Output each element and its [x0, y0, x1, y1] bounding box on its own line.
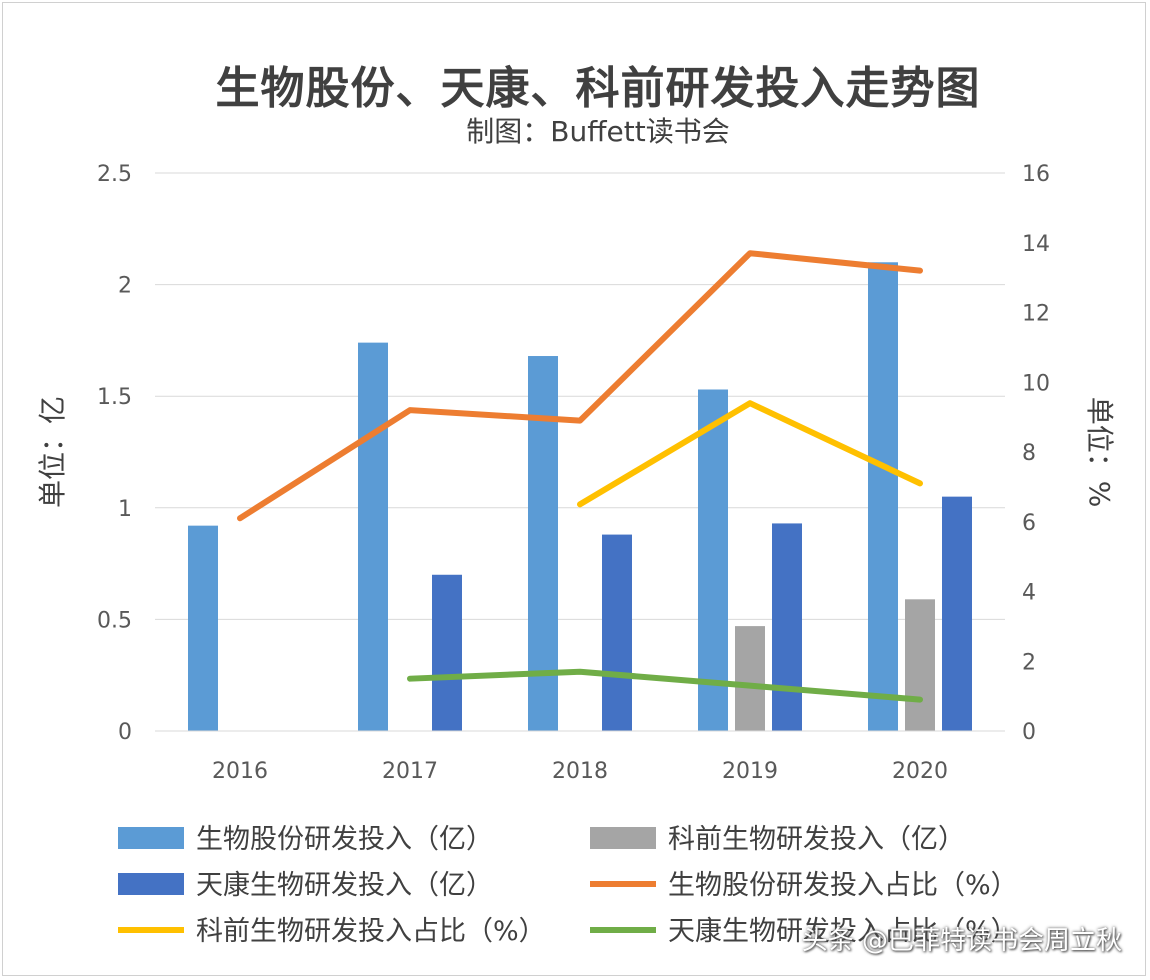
legend-label: 科前生物研发投入（亿）	[668, 824, 965, 855]
series-line	[577, 400, 923, 508]
bar	[868, 262, 898, 731]
bar	[432, 574, 462, 731]
legend-label: 天康生物研发投入（亿）	[196, 870, 493, 901]
y-right-tick-label: 16	[1022, 162, 1050, 187]
legend-label: 生物股份研发投入（亿）	[196, 824, 493, 855]
y-left-tick-label: 2	[118, 274, 132, 299]
chart-subtitle: 制图：Buffett读书会	[466, 115, 730, 148]
y-right-tick-label: 4	[1022, 581, 1036, 606]
y-right-tick-label: 8	[1022, 441, 1036, 466]
y-right-tick-label: 0	[1022, 720, 1036, 745]
bar	[188, 525, 218, 731]
legend-label: 科前生物研发投入占比（%）	[196, 916, 546, 947]
legend-label: 生物股份研发投入占比（%）	[668, 870, 1018, 901]
y-right-tick-label: 10	[1022, 371, 1050, 396]
legend-swatch	[590, 827, 656, 849]
x-tick-label: 2020	[892, 759, 948, 784]
y-right-tick-label: 14	[1022, 232, 1050, 257]
y-left-tick-label: 0.5	[97, 608, 132, 633]
y-right-tick-label: 2	[1022, 650, 1036, 675]
y-left-tick-label: 0	[118, 720, 132, 745]
legend-label: 天康生物研发投入占比（%）	[668, 916, 1018, 947]
x-tick-label: 2018	[552, 759, 608, 784]
bar	[735, 626, 765, 731]
y-left-tick-label: 1.5	[97, 385, 132, 410]
legend-swatch	[118, 873, 184, 895]
y-right-axis-label: 单位：%	[1083, 397, 1116, 508]
bar	[358, 342, 388, 731]
y-right-tick-label: 6	[1022, 511, 1036, 536]
x-tick-label: 2019	[722, 759, 778, 784]
y-left-tick-label: 1	[118, 497, 132, 522]
series-line	[407, 668, 923, 703]
legend-swatch	[118, 827, 184, 849]
bar	[905, 599, 935, 731]
bar	[602, 534, 632, 731]
bar	[698, 389, 728, 731]
bar	[772, 523, 802, 731]
y-right-tick-label: 12	[1022, 302, 1050, 327]
chart-title: 生物股份、天康、科前研发投入走势图	[215, 63, 981, 114]
series-line	[237, 250, 923, 522]
bar	[942, 496, 972, 731]
y-left-tick-label: 2.5	[97, 162, 132, 187]
watermark: 头条 @巴菲特读书会周立秋	[801, 926, 1122, 956]
x-tick-label: 2017	[382, 759, 438, 784]
x-tick-label: 2016	[212, 759, 268, 784]
y-left-axis-label: 单位：亿	[36, 396, 69, 508]
